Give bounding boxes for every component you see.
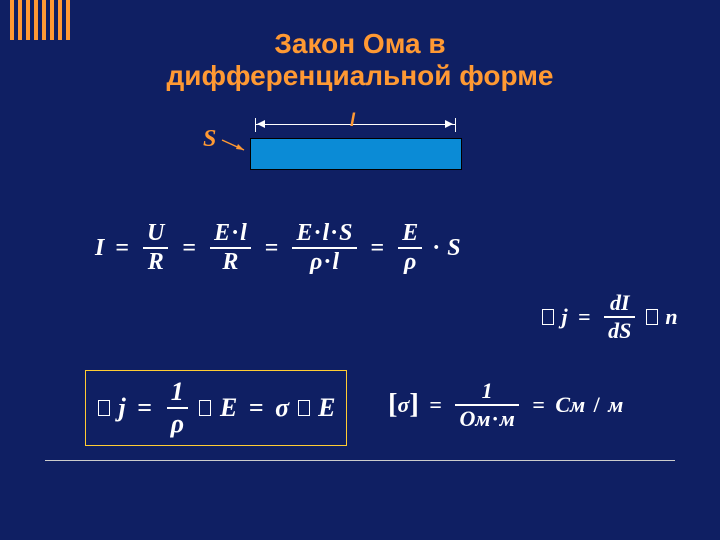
- equation-differential-boxed: j = 1 ρ E = σ E: [85, 370, 347, 446]
- dim-arrow-right-icon: [445, 120, 453, 128]
- op-eq: =: [244, 393, 269, 423]
- bracket-left: [: [388, 389, 398, 420]
- sym-n: n: [665, 304, 677, 330]
- op-eq: =: [110, 235, 134, 262]
- op-eq: =: [260, 235, 284, 262]
- op-eq: =: [573, 304, 596, 330]
- title-line-2: дифференциальной форме: [166, 60, 553, 91]
- sym-I: I: [95, 235, 104, 262]
- sym-S: S: [447, 235, 460, 262]
- frac-1-rho: 1 ρ: [167, 377, 188, 439]
- sym-E: E: [318, 393, 335, 423]
- conductor-bar: [250, 138, 462, 170]
- slide: Закон Ома в дифференциальной форме l S I…: [0, 0, 720, 540]
- frac-El-R: E·l R: [210, 220, 251, 276]
- equation-sigma-unit: [σ] = 1 Ом·м = См / м: [388, 378, 623, 432]
- sym-E: E: [220, 393, 237, 423]
- conductor-diagram: l S: [195, 118, 465, 188]
- vector-placeholder-icon: [646, 309, 658, 325]
- frac-dI-dS: dI dS: [604, 290, 635, 344]
- vector-placeholder-icon: [98, 400, 110, 416]
- sym-j: j: [562, 304, 568, 330]
- frac-E-rho: E ρ: [398, 220, 422, 276]
- sym-sigma: σ: [398, 392, 410, 418]
- op-eq: =: [132, 393, 157, 423]
- frac-U-R: U R: [143, 220, 168, 276]
- title-line-1: Закон Ома в: [274, 28, 445, 59]
- length-label: l: [350, 110, 355, 131]
- dim-arrow-left-icon: [257, 120, 265, 128]
- frac-ElS-rhol: E·l·S ρ·l: [292, 220, 356, 276]
- frac-1-ohm-m: 1 Ом·м: [455, 378, 518, 432]
- area-arrow-icon: [220, 138, 250, 153]
- dim-tick-left: [255, 118, 256, 132]
- area-label: S: [203, 126, 216, 153]
- sym-sigma: σ: [275, 393, 289, 423]
- sym-j: j: [119, 393, 126, 423]
- dim-tick-right: [455, 118, 456, 132]
- vector-placeholder-icon: [542, 309, 554, 325]
- op-eq: =: [424, 392, 447, 418]
- op-eq: =: [366, 235, 390, 262]
- equation-ohm-chain: I = U R = E·l R = E·l·S ρ·l = E ρ · S: [95, 220, 461, 276]
- op-eq: =: [527, 392, 550, 418]
- sym-U: U: [143, 220, 168, 249]
- equation-j-definition: j = dI dS n: [540, 290, 678, 344]
- vector-placeholder-icon: [199, 400, 211, 416]
- bottom-divider: [45, 460, 675, 461]
- bracket-right: ]: [409, 389, 419, 420]
- corner-decoration: [0, 0, 70, 40]
- slide-title: Закон Ома в дифференциальной форме: [0, 0, 720, 92]
- sym-R: R: [143, 249, 168, 276]
- op-slash: /: [591, 392, 603, 418]
- unit-siemens: См: [555, 392, 585, 418]
- vector-placeholder-icon: [298, 400, 310, 416]
- op-eq: =: [177, 235, 201, 262]
- unit-m: м: [608, 392, 623, 418]
